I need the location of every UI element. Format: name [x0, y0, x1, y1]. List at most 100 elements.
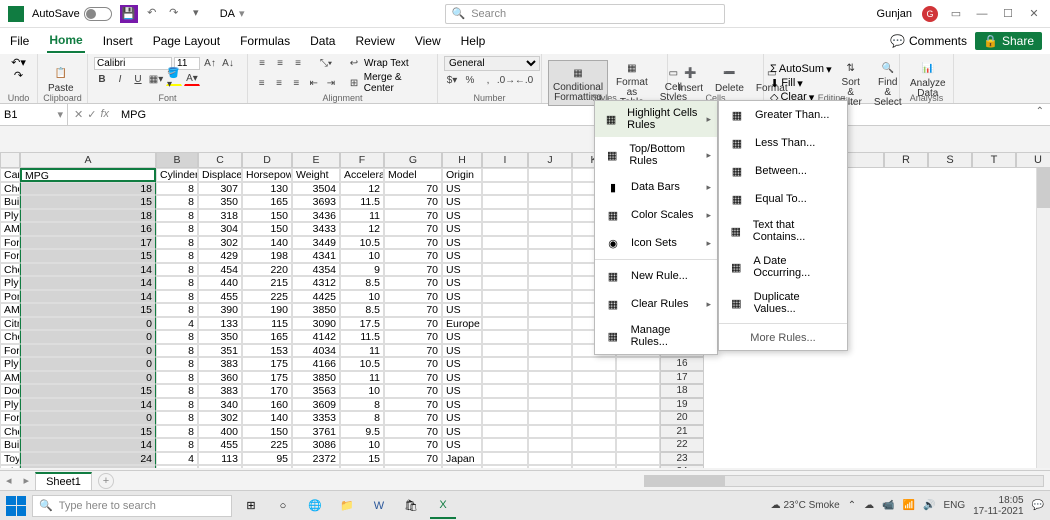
cell[interactable]: 10	[340, 438, 384, 452]
cell[interactable]: US	[442, 209, 482, 223]
cell[interactable]: 70	[384, 236, 442, 250]
cell[interactable]	[572, 384, 616, 398]
tab-pagelayout[interactable]: Page Layout	[151, 30, 222, 52]
cell[interactable]	[572, 425, 616, 439]
column-header[interactable]: F	[340, 152, 384, 168]
excel-icon[interactable]: X	[430, 493, 456, 519]
column-header[interactable]: H	[442, 152, 482, 168]
cell[interactable]	[616, 384, 660, 398]
cell[interactable]: 307	[198, 182, 242, 196]
submenu-text-contains[interactable]: ▦Text that Contains...	[719, 213, 847, 249]
cell-selected[interactable]: 14	[20, 263, 156, 277]
menu-manage-rules[interactable]: ▦Manage Rules...	[595, 318, 717, 354]
cell[interactable]: 2372	[292, 452, 340, 466]
cell[interactable]	[528, 357, 572, 371]
column-header[interactable]: J	[528, 152, 572, 168]
sheet-tab-1[interactable]: Sheet1	[35, 472, 92, 490]
cell[interactable]	[482, 411, 528, 425]
cell-selected[interactable]: 17	[20, 236, 156, 250]
cell[interactable]: Plymouth Satellite	[0, 209, 20, 223]
cell[interactable]	[528, 209, 572, 223]
cell[interactable]: 160	[242, 398, 292, 412]
onedrive-icon[interactable]: ☁	[864, 500, 874, 511]
cell[interactable]	[528, 290, 572, 304]
underline-button[interactable]: U	[130, 72, 146, 86]
tab-file[interactable]: File	[8, 30, 31, 52]
redo-icon[interactable]: ↷	[166, 5, 182, 21]
cell[interactable]: 3449	[292, 236, 340, 250]
cell[interactable]: Buick Skylark 320	[0, 195, 20, 209]
chrome-icon[interactable]: 🌐	[302, 493, 328, 519]
cell[interactable]: 70	[384, 465, 442, 468]
cell[interactable]	[482, 222, 528, 236]
cell[interactable]: Citroen DS-21 Pallas	[0, 317, 20, 331]
sheet-nav-next[interactable]: ▸	[18, 474, 36, 487]
menu-top-bottom[interactable]: ▦Top/Bottom Rules▸	[595, 137, 717, 173]
wifi-icon[interactable]: 📶	[903, 500, 915, 511]
dec-decimal-icon[interactable]: ←.0	[516, 73, 532, 87]
store-icon[interactable]: 🛍	[398, 493, 424, 519]
cell[interactable]: 113	[198, 452, 242, 466]
scrollbar-thumb[interactable]	[1037, 168, 1050, 208]
cell[interactable]	[528, 276, 572, 290]
cell[interactable]	[528, 371, 572, 385]
cell[interactable]: 70	[384, 452, 442, 466]
column-header[interactable]: G	[384, 152, 442, 168]
cell[interactable]: US	[442, 330, 482, 344]
cell[interactable]: 70	[384, 195, 442, 209]
scrollbar-thumb[interactable]	[645, 476, 725, 486]
cell[interactable]: US	[442, 344, 482, 358]
cell[interactable]	[528, 411, 572, 425]
cell-selected[interactable]: 0	[20, 357, 156, 371]
cell[interactable]	[482, 182, 528, 196]
shrink-font-icon[interactable]: A↓	[220, 56, 236, 70]
cell[interactable]	[528, 303, 572, 317]
cell[interactable]: 400	[198, 425, 242, 439]
undo-icon[interactable]: ↶	[144, 5, 160, 21]
column-header[interactable]: U	[1016, 152, 1050, 168]
cell[interactable]: US	[442, 303, 482, 317]
minimize-icon[interactable]: —	[974, 6, 990, 22]
cell[interactable]	[616, 371, 660, 385]
cell[interactable]: Ford Galaxie 500	[0, 249, 20, 263]
vertical-scrollbar[interactable]	[1036, 168, 1050, 468]
cell[interactable]	[528, 384, 572, 398]
cell[interactable]: 3761	[292, 425, 340, 439]
cell[interactable]: 3353	[292, 411, 340, 425]
cell[interactable]: 70	[384, 330, 442, 344]
cell[interactable]: AMC Rebel SST	[0, 222, 20, 236]
bold-button[interactable]: B	[94, 72, 110, 86]
cell[interactable]	[572, 438, 616, 452]
percent-icon[interactable]: %	[462, 73, 478, 87]
cell[interactable]: 4	[156, 452, 198, 466]
cell[interactable]	[616, 398, 660, 412]
cell[interactable]: 150	[242, 222, 292, 236]
cell[interactable]	[482, 371, 528, 385]
cell[interactable]	[528, 249, 572, 263]
cell[interactable]	[482, 384, 528, 398]
cell[interactable]: 8	[156, 182, 198, 196]
cell[interactable]	[528, 195, 572, 209]
cell[interactable]	[528, 438, 572, 452]
cell[interactable]	[482, 438, 528, 452]
cell[interactable]: 302	[198, 236, 242, 250]
cell[interactable]	[482, 168, 528, 182]
submenu-greater-than[interactable]: ▦Greater Than...	[719, 101, 847, 129]
submenu-between[interactable]: ▦Between...	[719, 157, 847, 185]
cell[interactable]: 3850	[292, 371, 340, 385]
cell[interactable]: 70	[384, 209, 442, 223]
cell[interactable]: 133	[198, 317, 242, 331]
merge-button[interactable]: ⊞	[346, 76, 361, 90]
cell[interactable]: 12	[340, 222, 384, 236]
cell[interactable]: Acceleration	[340, 168, 384, 182]
submenu-more-rules[interactable]: More Rules...	[719, 326, 847, 350]
cell[interactable]: 3609	[292, 398, 340, 412]
cell[interactable]: 3086	[292, 438, 340, 452]
decrease-indent-icon[interactable]: ⇤	[306, 76, 321, 90]
cell-selected[interactable]: 0	[20, 371, 156, 385]
word-icon[interactable]: W	[366, 493, 392, 519]
meet-now-icon[interactable]: 📹	[882, 500, 894, 511]
cell-selected[interactable]: 14	[20, 438, 156, 452]
cell[interactable]: Horsepower	[242, 168, 292, 182]
taskbar-search[interactable]: 🔍Type here to search	[32, 495, 232, 517]
